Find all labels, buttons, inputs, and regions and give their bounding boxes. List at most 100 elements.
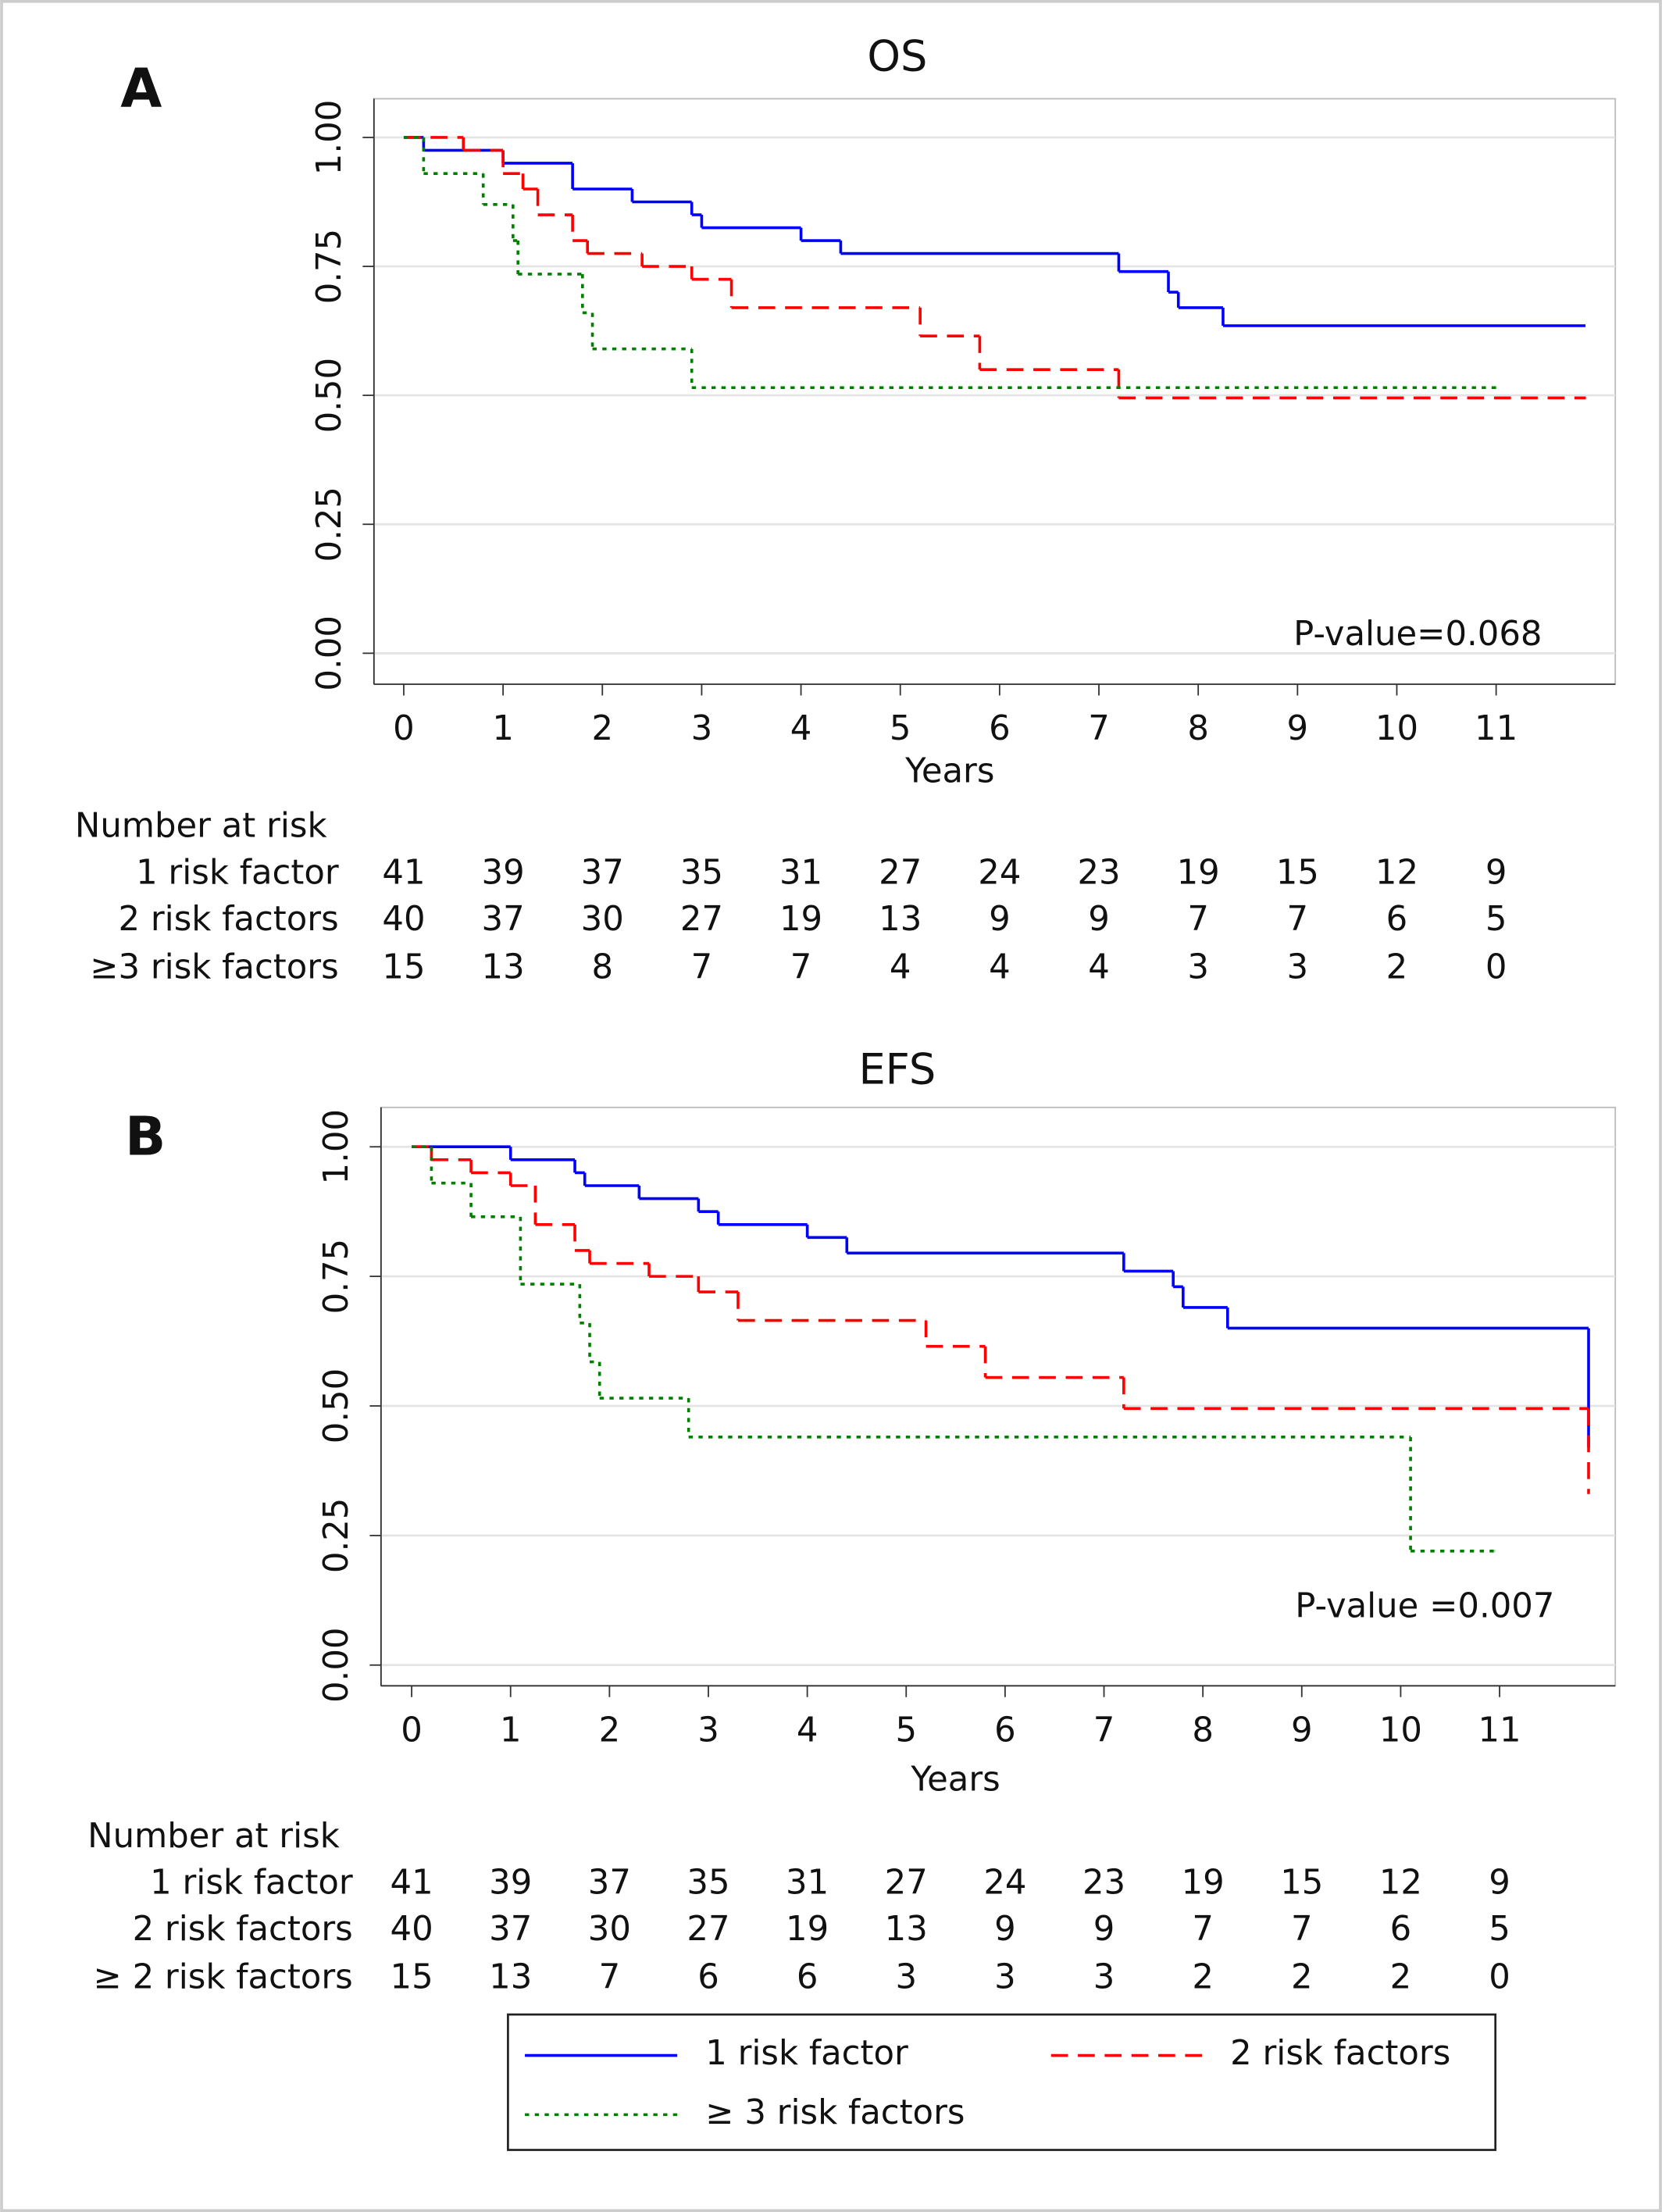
risk-count: 0 [1485, 947, 1507, 986]
x-tick-label: 9 [1287, 709, 1309, 748]
risk-count: 35 [687, 1863, 729, 1902]
x-tick-label: 2 [599, 1711, 621, 1750]
risk-count: 27 [680, 900, 723, 939]
risk-count: 7 [1187, 900, 1209, 939]
risk-count: 15 [1280, 1863, 1323, 1902]
y-tick-label: 1.00 [310, 100, 349, 175]
risk-count: 3 [895, 1957, 917, 1996]
risk-count: 3 [1187, 947, 1209, 986]
risk-count: 9 [994, 1910, 1016, 1949]
risk-count: 15 [382, 947, 425, 986]
risk-count: 4 [1088, 947, 1110, 986]
risk-count: 13 [489, 1957, 532, 1996]
x-tick-label: 0 [401, 1711, 423, 1750]
risk-count: 24 [983, 1863, 1026, 1902]
risk-count: 2 [1291, 1957, 1313, 1996]
x-axis-title: Years [904, 751, 994, 790]
y-tick-label: 0.00 [310, 615, 349, 690]
y-tick-label: 0.75 [317, 1239, 356, 1314]
risk-count: 4 [989, 947, 1011, 986]
risk-count: 19 [779, 900, 822, 939]
x-tick-label: 9 [1291, 1711, 1313, 1750]
risk-count: 19 [786, 1910, 829, 1949]
risk-count: 5 [1489, 1910, 1510, 1949]
risk-count: 39 [489, 1863, 532, 1902]
x-tick-label: 1 [492, 709, 514, 748]
legend-label: 1 risk factor [705, 2034, 908, 2073]
risk-count: 31 [779, 853, 822, 892]
risk-count: 7 [1291, 1910, 1313, 1949]
x-tick-label: 7 [1093, 1711, 1115, 1750]
x-tick-label: 10 [1379, 1711, 1422, 1750]
x-tick-label: 5 [890, 709, 911, 748]
risk-count: 7 [1192, 1910, 1214, 1949]
plot-area [380, 1106, 1617, 1687]
y-tick-label: 0.25 [317, 1498, 356, 1573]
risk-count: 40 [382, 900, 425, 939]
risk-count: 12 [1379, 1863, 1422, 1902]
risk-count: 13 [885, 1910, 928, 1949]
risk-count: 3 [1093, 1957, 1115, 1996]
risk-count: 6 [797, 1957, 819, 1996]
panel-label: A [120, 57, 162, 120]
x-tick-label: 8 [1187, 709, 1209, 748]
risk-count: 23 [1082, 1863, 1125, 1902]
y-tick-label: 0.00 [317, 1628, 356, 1703]
risk-count: 23 [1077, 853, 1120, 892]
risk-count: 6 [1390, 1910, 1412, 1949]
legend-label: ≥ 3 risk factors [705, 2093, 965, 2132]
y-tick-label: 0.75 [310, 229, 349, 304]
risk-count: 27 [885, 1863, 928, 1902]
x-tick-label: 11 [1475, 709, 1518, 748]
y-tick-label: 0.50 [310, 358, 349, 433]
risk-count: 19 [1182, 1863, 1225, 1902]
risk-count: 37 [581, 853, 624, 892]
risk-count: 8 [591, 947, 613, 986]
risk-count: 9 [1088, 900, 1110, 939]
x-tick-label: 8 [1192, 1711, 1214, 1750]
risk-count: 15 [1276, 853, 1319, 892]
risk-count: 4 [890, 947, 911, 986]
risk-count: 7 [691, 947, 713, 986]
risk-count: 9 [1489, 1863, 1510, 1902]
risk-count: 7 [790, 947, 812, 986]
risk-count: 35 [680, 853, 723, 892]
x-tick-label: 6 [989, 709, 1011, 748]
risk-count: 40 [391, 1910, 433, 1949]
risk-row-label: 1 risk factor [136, 853, 339, 892]
risk-count: 31 [786, 1863, 829, 1902]
risk-count: 37 [489, 1910, 532, 1949]
x-tick-label: 5 [895, 1711, 917, 1750]
risk-count: 41 [391, 1863, 433, 1902]
risk-count: 6 [697, 1957, 719, 1996]
risk-count: 3 [994, 1957, 1016, 1996]
x-tick-label: 4 [790, 709, 812, 748]
risk-count: 27 [879, 853, 922, 892]
risk-count: 13 [879, 900, 922, 939]
x-tick-label: 7 [1088, 709, 1110, 748]
risk-count: 39 [482, 853, 525, 892]
risk-count: 37 [588, 1863, 631, 1902]
risk-table-title: Number at risk [87, 1817, 340, 1856]
chart-title: EFS [858, 1044, 936, 1094]
risk-table-title: Number at risk [75, 807, 327, 846]
risk-count: 7 [1287, 900, 1309, 939]
risk-count: 30 [588, 1910, 631, 1949]
risk-count: 7 [599, 1957, 621, 1996]
legend-box [507, 2013, 1497, 2151]
risk-count: 5 [1485, 900, 1507, 939]
risk-row-label: 2 risk factors [119, 900, 339, 939]
legend-label: 2 risk factors [1230, 2034, 1450, 2073]
x-tick-label: 6 [994, 1711, 1016, 1750]
plot-area [373, 98, 1617, 685]
risk-count: 0 [1489, 1957, 1510, 1996]
risk-count: 2 [1390, 1957, 1412, 1996]
x-tick-label: 1 [500, 1711, 522, 1750]
risk-count: 12 [1375, 853, 1418, 892]
x-tick-label: 11 [1478, 1711, 1521, 1750]
p-value: P-value =0.007 [1295, 1586, 1554, 1625]
risk-count: 2 [1386, 947, 1408, 986]
y-tick-label: 1.00 [317, 1109, 356, 1184]
x-axis-title: Years [910, 1761, 1000, 1800]
